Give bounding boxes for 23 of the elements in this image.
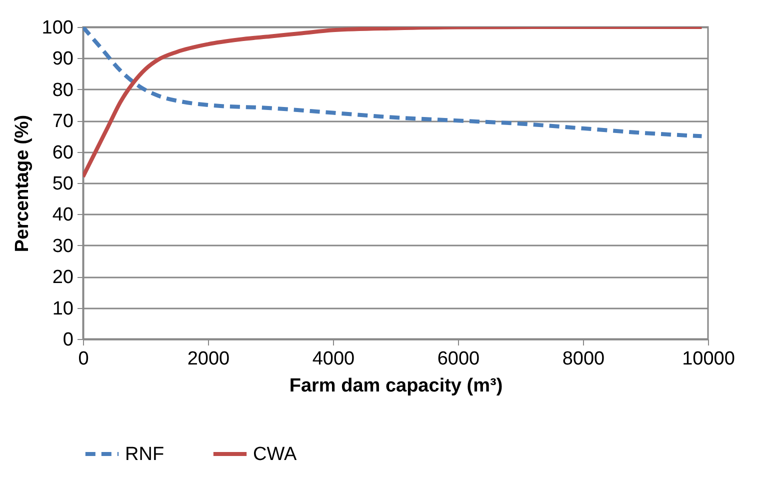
y-tick-label: 40 — [52, 204, 74, 226]
y-tick-label: 10 — [52, 298, 74, 320]
legend-label: RNF — [125, 444, 164, 465]
y-tick-label: 50 — [52, 174, 74, 194]
x-axis-title: Farm dam capacity (m³) — [289, 376, 503, 396]
y-tick-label: 90 — [52, 48, 74, 70]
x-tick-label: 2000 — [187, 348, 230, 370]
x-tick-label: 8000 — [562, 348, 605, 370]
legend-label: CWA — [253, 444, 297, 465]
y-tick-label: 60 — [52, 142, 74, 164]
line-series — [83, 27, 704, 138]
y-tick-label: 70 — [52, 111, 74, 132]
y-tick-label: 80 — [52, 80, 74, 101]
x-tick-label: 6000 — [437, 348, 480, 370]
x-tick-label: 4000 — [312, 348, 355, 370]
x-tick-label: 10000 — [682, 348, 735, 370]
y-axis-title: Percentage (%) — [12, 114, 33, 252]
x-tick-label: 0 — [78, 348, 89, 370]
y-tick-label: 100 — [42, 18, 74, 38]
y-tick-label: 20 — [52, 267, 74, 288]
line-series — [83, 27, 704, 179]
y-tick-label: 30 — [52, 236, 74, 257]
y-tick-label: 0 — [62, 330, 74, 350]
